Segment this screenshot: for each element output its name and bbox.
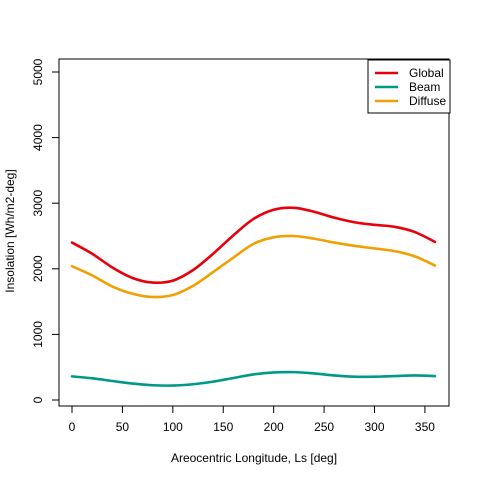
legend-label-global: Global (409, 66, 444, 80)
x-tick-label: 200 (264, 420, 284, 434)
series-layer (70, 206, 437, 387)
y-tick-label: 0 (31, 396, 45, 403)
y-tick-label: 2000 (31, 255, 45, 282)
x-tick-label: 50 (116, 420, 130, 434)
series-line-diffuse (70, 234, 437, 299)
y-axis-label: Insolation [Wh/m2-deg] (3, 169, 17, 292)
x-axis-label: Areocentric Longitude, Ls [deg] (171, 451, 337, 465)
x-axis: 0 50 100 150 200 250 300 350 (69, 405, 435, 434)
x-tick-label: 100 (163, 420, 183, 434)
legend-label-beam: Beam (409, 80, 440, 94)
legend-label-diffuse: Diffuse (409, 94, 446, 108)
x-tick-label: 350 (415, 420, 435, 434)
y-tick-label: 5000 (31, 58, 45, 85)
y-axis: 0 1000 2000 3000 4000 5000 (31, 58, 60, 403)
y-tick-label: 4000 (31, 124, 45, 151)
x-tick-label: 0 (69, 420, 76, 434)
x-tick-label: 300 (364, 420, 384, 434)
series-line-global (70, 206, 437, 285)
y-tick-label: 3000 (31, 190, 45, 217)
y-tick-label: 1000 (31, 321, 45, 348)
x-tick-label: 150 (213, 420, 233, 434)
series-line-beam (70, 370, 437, 387)
x-tick-label: 250 (314, 420, 334, 434)
